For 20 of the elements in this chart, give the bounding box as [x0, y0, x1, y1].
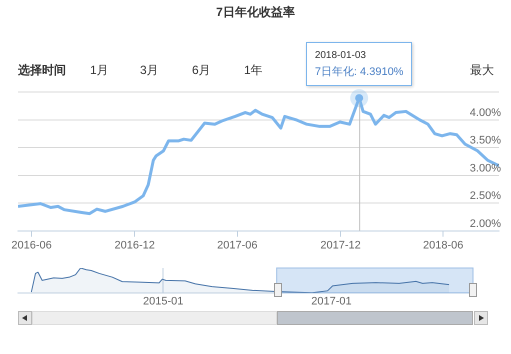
text: 最大: [470, 62, 494, 79]
text: 6月: [192, 62, 211, 79]
x-tick-label: 2016-12: [114, 239, 155, 252]
x-tick-label: 2016-06: [11, 239, 52, 252]
x-tick-label: 2017-01: [311, 295, 352, 308]
x-tick-label: 2018-06: [422, 239, 464, 252]
y-tick-label: 3.00%: [470, 162, 502, 174]
y-tick-label: 2.50%: [470, 190, 502, 202]
y-tick-label: 3.50%: [470, 134, 502, 147]
tooltip: 2018-01-03 7日年化: 4.3910%: [306, 42, 412, 86]
text: 1月: [90, 62, 109, 79]
x-tick-label: 2015-01: [143, 295, 184, 308]
x-tick-label: 2017-06: [217, 239, 258, 252]
chart-title: 7日年化收益率: [215, 4, 296, 21]
x-tick-label: 2017-12: [320, 239, 361, 252]
text: 选择时间: [18, 62, 66, 79]
text: 3月: [140, 62, 159, 79]
text: 1年: [244, 62, 263, 79]
y-tick-label: 2.00%: [470, 218, 502, 230]
y-tick-label: 4.00%: [470, 106, 502, 119]
